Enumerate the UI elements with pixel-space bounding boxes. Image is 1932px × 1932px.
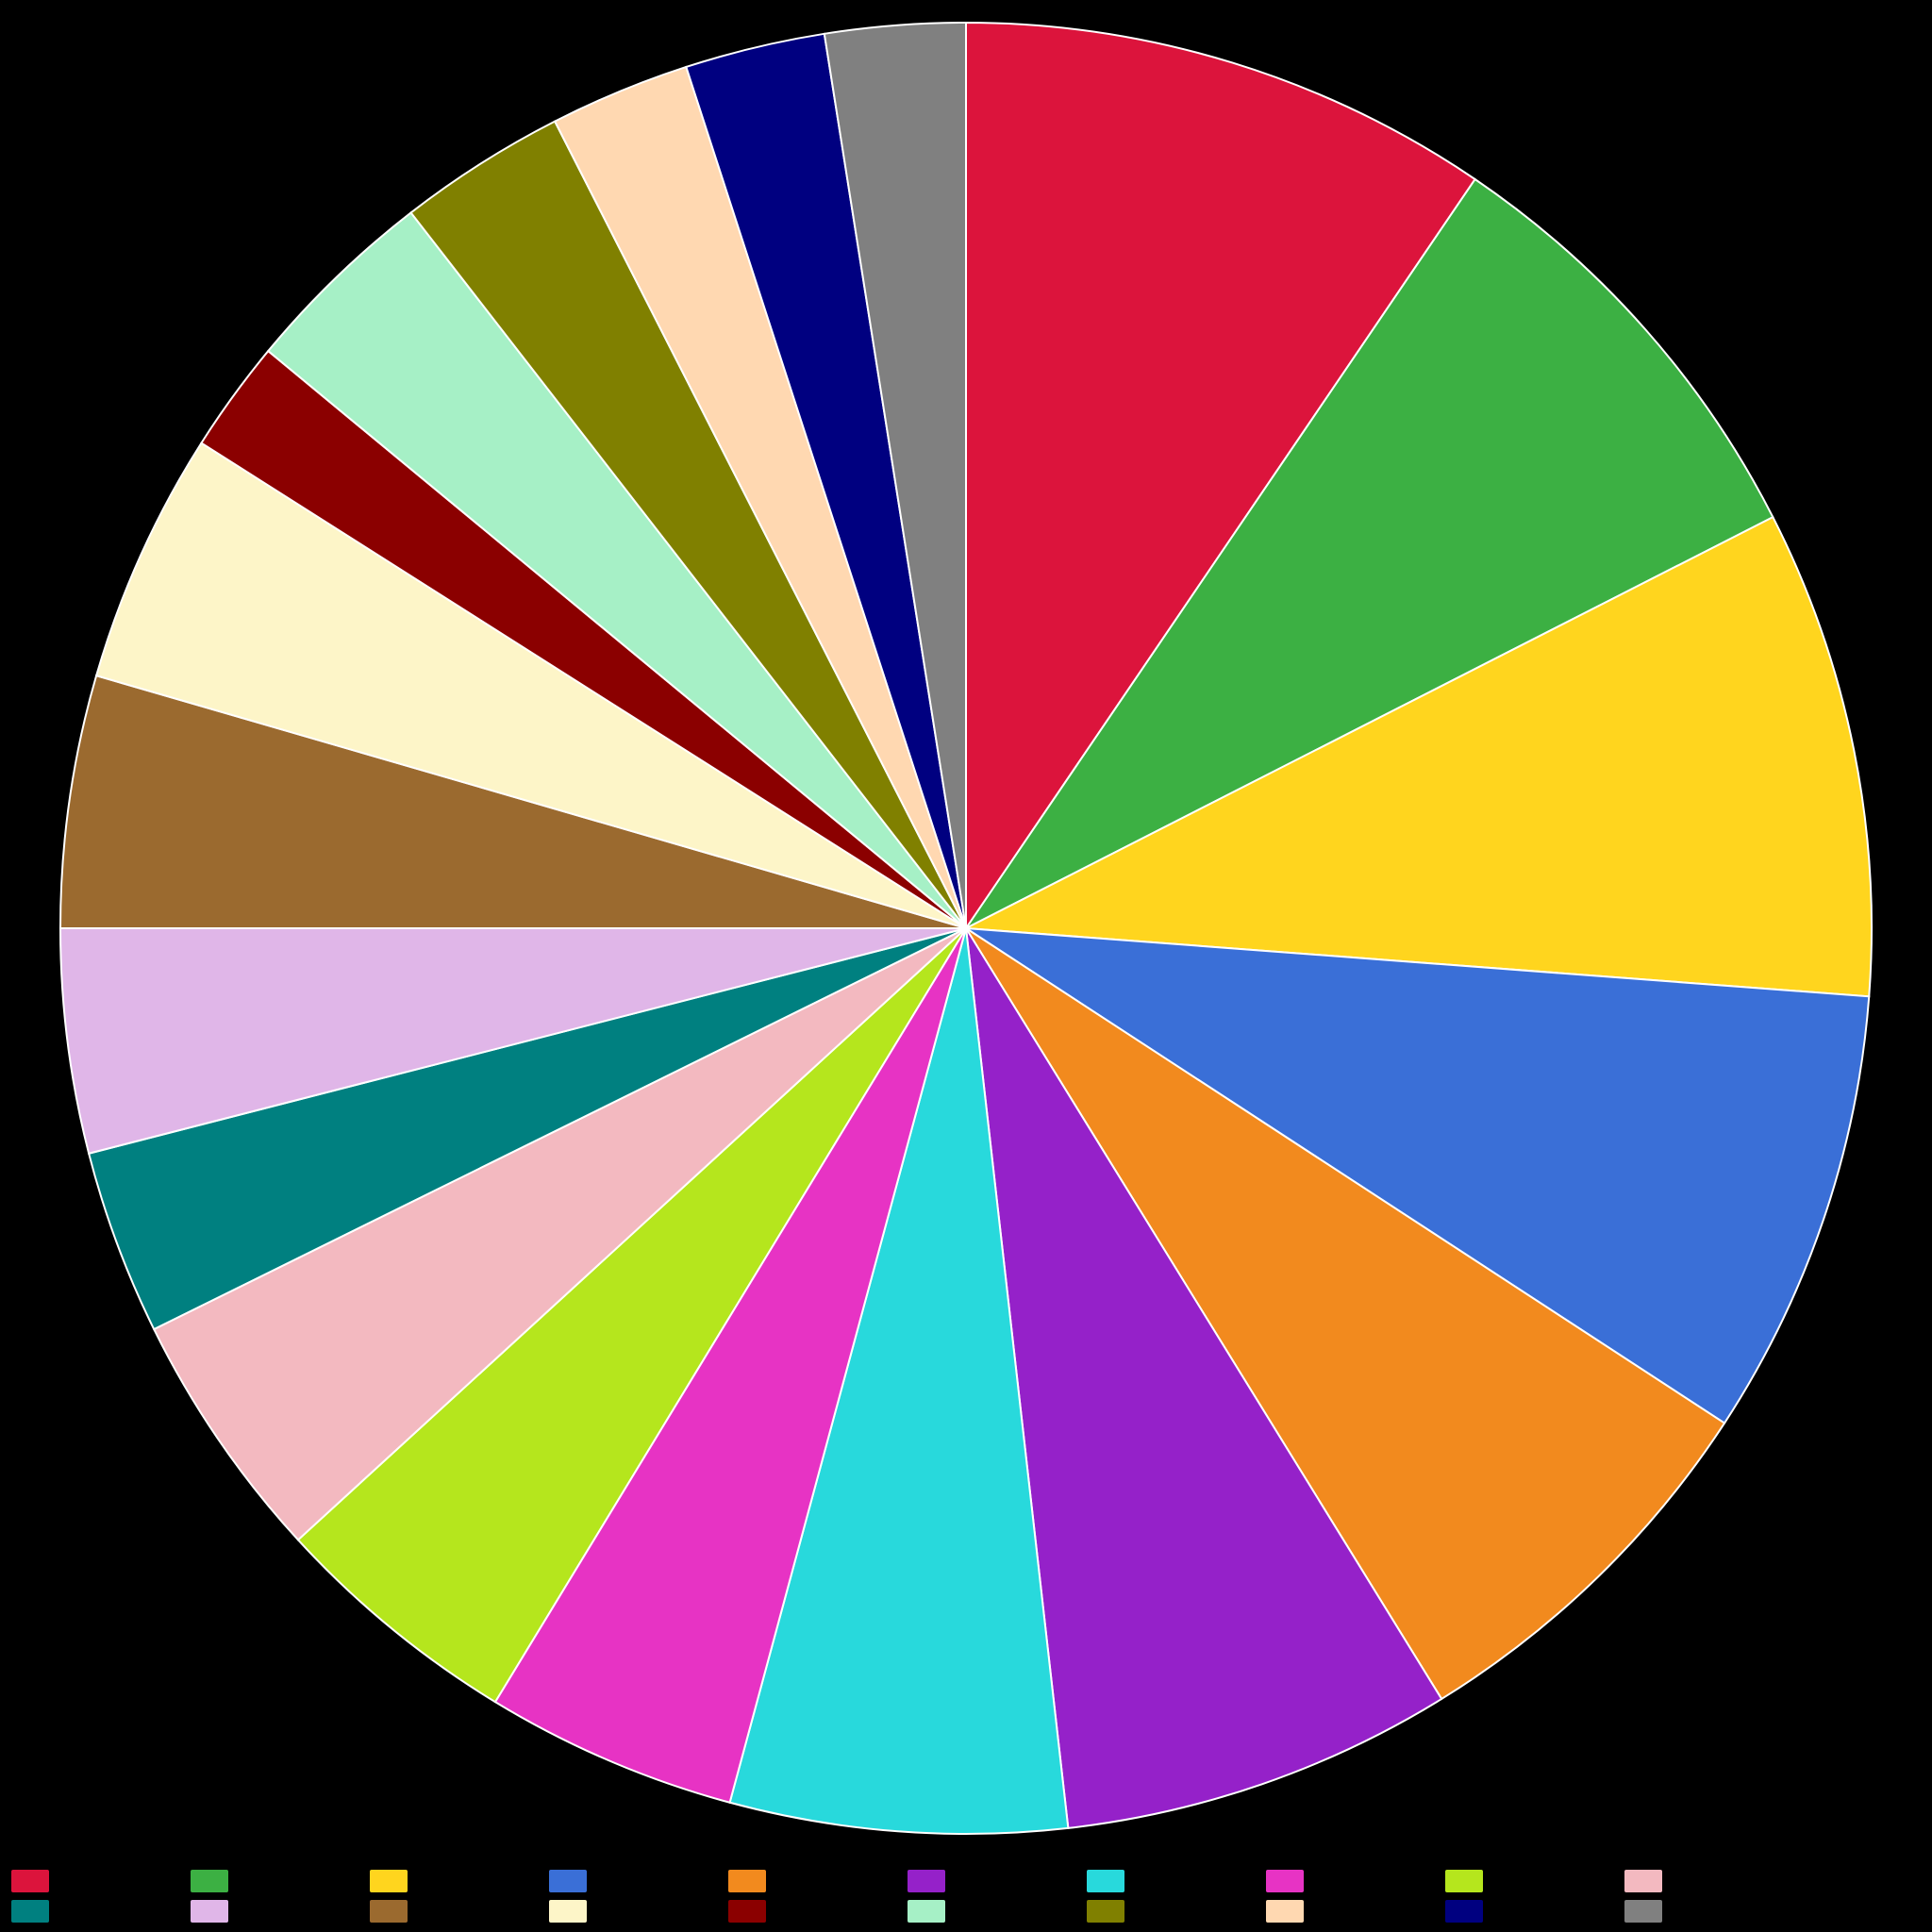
- legend-swatch: [370, 1900, 408, 1923]
- legend-item: [1624, 1900, 1662, 1923]
- legend-item: [1087, 1870, 1124, 1892]
- legend-swatch: [728, 1870, 766, 1892]
- legend-swatch: [1266, 1870, 1304, 1892]
- legend-swatch: [1624, 1900, 1662, 1923]
- legend: [0, 1860, 1932, 1932]
- legend-item: [11, 1900, 49, 1923]
- legend-swatch: [370, 1870, 408, 1892]
- legend-swatch: [11, 1900, 49, 1923]
- legend-item: [191, 1900, 228, 1923]
- legend-item: [370, 1900, 408, 1923]
- legend-swatch: [1087, 1870, 1124, 1892]
- legend-swatch: [1445, 1870, 1483, 1892]
- legend-item: [728, 1900, 766, 1923]
- legend-swatch: [1266, 1900, 1304, 1923]
- legend-swatch: [1445, 1900, 1483, 1923]
- legend-item: [11, 1870, 49, 1892]
- legend-swatch: [11, 1870, 49, 1892]
- legend-item: [908, 1870, 945, 1892]
- legend-swatch: [1624, 1870, 1662, 1892]
- pie-chart: [0, 0, 1932, 1932]
- legend-item: [908, 1900, 945, 1923]
- legend-item: [1266, 1900, 1304, 1923]
- legend-item: [1266, 1870, 1304, 1892]
- legend-swatch: [908, 1900, 945, 1923]
- legend-item: [549, 1900, 587, 1923]
- legend-swatch: [549, 1900, 587, 1923]
- legend-item: [728, 1870, 766, 1892]
- legend-swatch: [191, 1870, 228, 1892]
- legend-item: [1624, 1870, 1662, 1892]
- legend-swatch: [728, 1900, 766, 1923]
- legend-item: [191, 1870, 228, 1892]
- legend-item: [1087, 1900, 1124, 1923]
- legend-swatch: [191, 1900, 228, 1923]
- pie-chart-container: [0, 0, 1932, 1932]
- legend-item: [1445, 1900, 1483, 1923]
- legend-swatch: [1087, 1900, 1124, 1923]
- legend-item: [370, 1870, 408, 1892]
- legend-swatch: [549, 1870, 587, 1892]
- legend-item: [1445, 1870, 1483, 1892]
- legend-item: [549, 1870, 587, 1892]
- legend-swatch: [908, 1870, 945, 1892]
